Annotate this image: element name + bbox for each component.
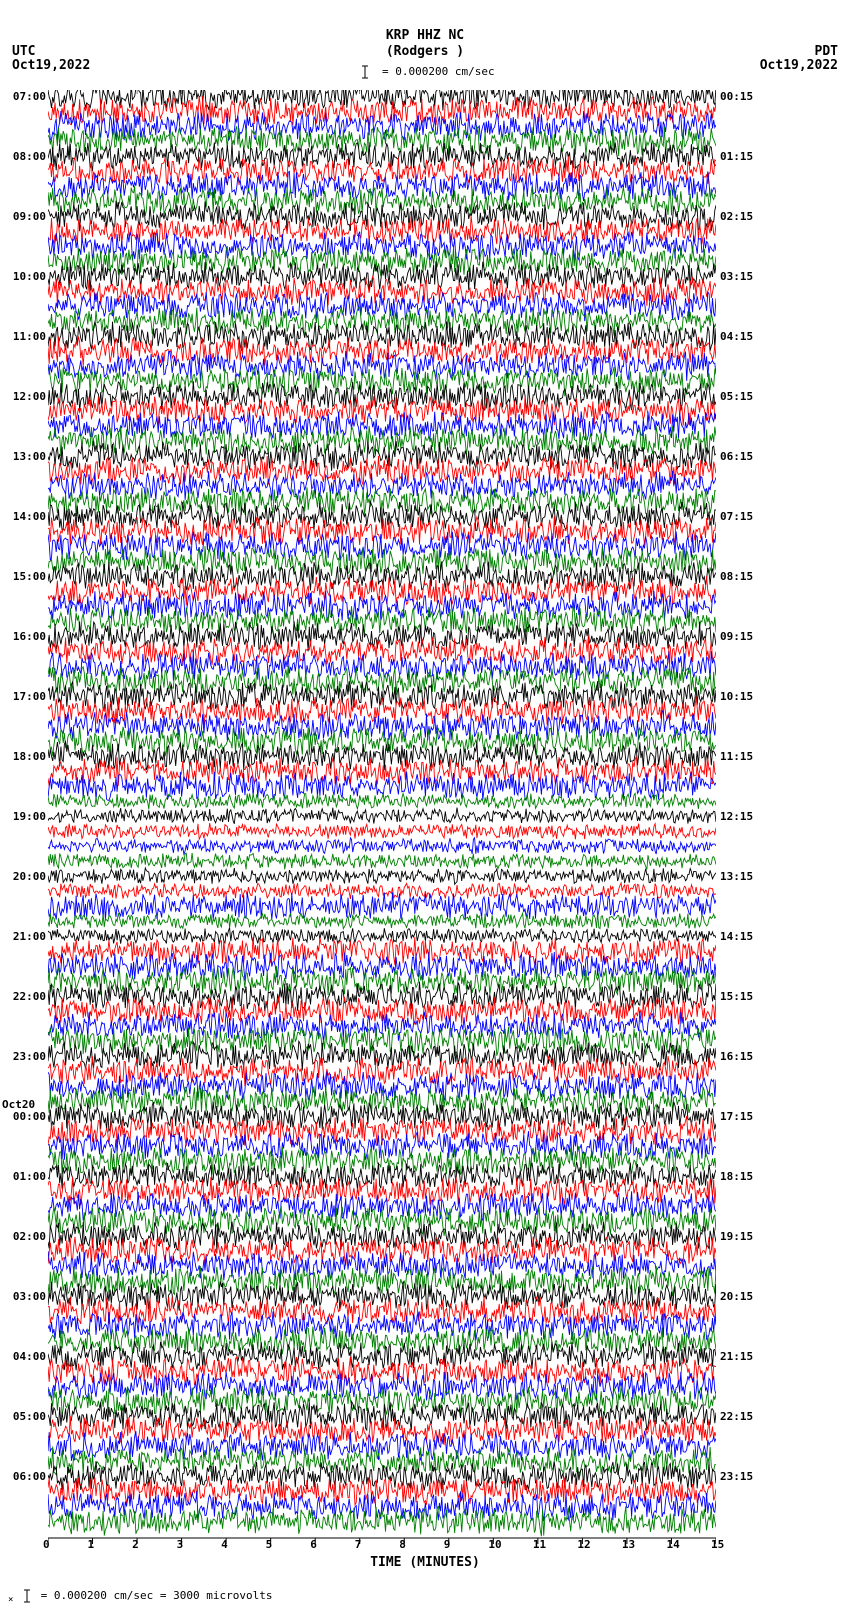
hour-label-left: 13:00 — [2, 450, 46, 463]
x-tick-label: 3 — [177, 1538, 184, 1551]
x-tick-label: 2 — [132, 1538, 139, 1551]
x-tick-label: 8 — [399, 1538, 406, 1551]
hour-label-right: 00:15 — [720, 90, 764, 103]
scale-bar-icon — [355, 64, 375, 80]
hour-label-right: 20:15 — [720, 1290, 764, 1303]
timezone-left: UTC — [12, 44, 35, 59]
hour-label-left: 19:00 — [2, 810, 46, 823]
hour-label-right: 06:15 — [720, 450, 764, 463]
x-tick-label: 4 — [221, 1538, 228, 1551]
hour-label-right: 10:15 — [720, 690, 764, 703]
x-tick-label: 12 — [577, 1538, 590, 1551]
hour-label-right: 17:15 — [720, 1110, 764, 1123]
footer-scale: × = 0.000200 cm/sec = 3000 microvolts — [8, 1588, 272, 1605]
x-tick-label: 0 — [43, 1538, 50, 1551]
hour-label-right: 03:15 — [720, 270, 764, 283]
hour-label-left: 15:00 — [2, 570, 46, 583]
location-subtitle: (Rodgers ) — [0, 44, 850, 59]
hour-label-left: 02:00 — [2, 1230, 46, 1243]
date-break-label: Oct20 — [2, 1098, 35, 1111]
hour-label-left: 05:00 — [2, 1410, 46, 1423]
hour-label-right: 08:15 — [720, 570, 764, 583]
hour-label-right: 11:15 — [720, 750, 764, 763]
hour-label-right: 16:15 — [720, 1050, 764, 1063]
x-tick-label: 1 — [88, 1538, 95, 1551]
x-tick-label: 10 — [488, 1538, 501, 1551]
hour-label-left: 17:00 — [2, 690, 46, 703]
hour-label-right: 01:15 — [720, 150, 764, 163]
x-tick-label: 13 — [622, 1538, 635, 1551]
hour-label-left: 22:00 — [2, 990, 46, 1003]
hour-label-right: 02:15 — [720, 210, 764, 223]
hour-label-right: 05:15 — [720, 390, 764, 403]
hour-label-left: 18:00 — [2, 750, 46, 763]
hour-label-left: 00:00 — [2, 1110, 46, 1123]
scale-text: = 0.000200 cm/sec — [382, 65, 495, 78]
hour-label-left: 01:00 — [2, 1170, 46, 1183]
x-tick-label: 7 — [355, 1538, 362, 1551]
x-tick-label: 15 — [711, 1538, 724, 1551]
helicorder-plot — [48, 90, 716, 1530]
x-axis-title: TIME (MINUTES) — [0, 1555, 850, 1570]
hour-label-left: 11:00 — [2, 330, 46, 343]
scale-indicator: = 0.000200 cm/sec — [0, 64, 850, 80]
hour-label-right: 22:15 — [720, 1410, 764, 1423]
seismogram-container: KRP HHZ NC (Rodgers ) UTC Oct19,2022 PDT… — [0, 0, 850, 1613]
footer-text: = 0.000200 cm/sec = 3000 microvolts — [41, 1589, 273, 1602]
hour-label-left: 23:00 — [2, 1050, 46, 1063]
helicorder-svg — [48, 90, 716, 1550]
hour-label-left: 10:00 — [2, 270, 46, 283]
hour-label-right: 23:15 — [720, 1470, 764, 1483]
hour-label-left: 07:00 — [2, 90, 46, 103]
x-tick-label: 5 — [266, 1538, 273, 1551]
hour-label-right: 19:15 — [720, 1230, 764, 1243]
x-tick-label: 14 — [666, 1538, 679, 1551]
hour-label-right: 15:15 — [720, 990, 764, 1003]
hour-label-left: 21:00 — [2, 930, 46, 943]
hour-label-right: 12:15 — [720, 810, 764, 823]
hour-label-left: 14:00 — [2, 510, 46, 523]
x-tick-label: 6 — [310, 1538, 317, 1551]
hour-label-right: 04:15 — [720, 330, 764, 343]
station-title: KRP HHZ NC — [0, 28, 850, 43]
hour-label-right: 21:15 — [720, 1350, 764, 1363]
scale-bar-icon — [20, 1588, 34, 1604]
hour-label-left: 03:00 — [2, 1290, 46, 1303]
x-tick-label: 11 — [533, 1538, 546, 1551]
hour-label-left: 16:00 — [2, 630, 46, 643]
hour-label-right: 09:15 — [720, 630, 764, 643]
timezone-right: PDT — [815, 44, 838, 59]
x-tick-label: 9 — [444, 1538, 451, 1551]
hour-label-left: 09:00 — [2, 210, 46, 223]
hour-label-left: 08:00 — [2, 150, 46, 163]
hour-label-right: 13:15 — [720, 870, 764, 883]
hour-label-right: 14:15 — [720, 930, 764, 943]
hour-label-left: 04:00 — [2, 1350, 46, 1363]
hour-label-right: 07:15 — [720, 510, 764, 523]
hour-label-left: 20:00 — [2, 870, 46, 883]
hour-label-left: 06:00 — [2, 1470, 46, 1483]
hour-label-left: 12:00 — [2, 390, 46, 403]
hour-label-right: 18:15 — [720, 1170, 764, 1183]
